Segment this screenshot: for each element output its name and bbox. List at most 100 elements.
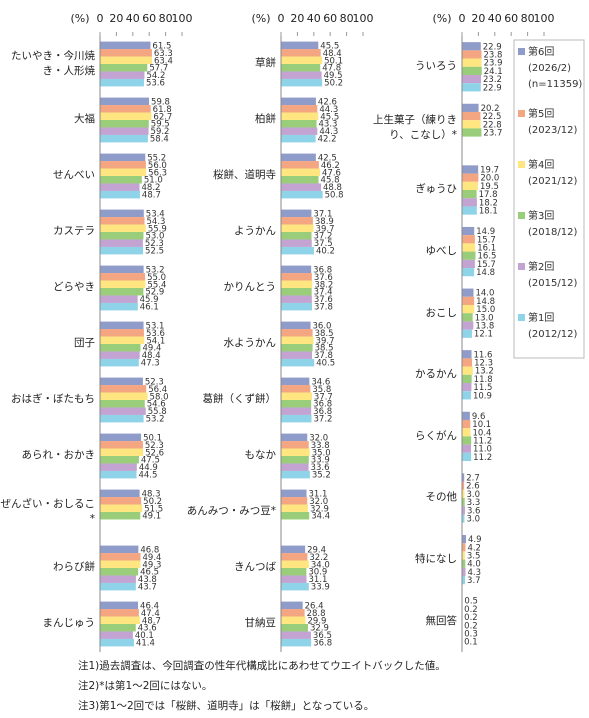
bar <box>281 407 312 415</box>
bar <box>281 624 308 632</box>
value-label: 15.7 <box>477 235 496 245</box>
value-label: 16.5 <box>478 252 497 262</box>
value-label: 47.3 <box>141 359 160 369</box>
value-label: 3.6 <box>467 506 481 516</box>
bar <box>281 190 323 199</box>
category-label: 草餅 <box>255 57 276 70</box>
value-label: 49.3 <box>142 560 161 570</box>
value-label: 35.0 <box>312 448 331 458</box>
bar <box>462 42 481 51</box>
value-label: 34.6 <box>311 377 330 387</box>
category-label: 団子 <box>74 337 95 350</box>
bar <box>281 302 312 311</box>
value-label: 11.5 <box>473 383 492 393</box>
value-label: 0.3 <box>464 630 478 640</box>
value-label: 62.7 <box>153 112 172 122</box>
bar <box>281 56 323 64</box>
value-label: 20.2 <box>481 104 500 114</box>
bar <box>281 489 307 498</box>
value-label: 54.6 <box>147 400 166 410</box>
bar <box>100 407 146 415</box>
value-label: 53.1 <box>146 321 165 331</box>
bar <box>100 609 139 617</box>
value-label: 9.6 <box>472 412 486 422</box>
value-label: 58.0 <box>150 392 169 402</box>
category-label-box: ういろう <box>415 60 457 72</box>
bar <box>281 217 313 225</box>
value-label: 43.6 <box>138 624 157 634</box>
legend-box <box>513 39 585 359</box>
bar <box>281 512 310 520</box>
legend-period: (2023/12) <box>528 125 577 136</box>
legend-name: 第3回 <box>528 209 554 222</box>
value-label: 45.5 <box>320 41 339 51</box>
value-label: 4.2 <box>467 543 481 553</box>
value-label: 55.0 <box>147 273 166 283</box>
bar <box>281 351 312 359</box>
category-label: ぎゅうひ <box>415 183 457 196</box>
bar <box>462 329 472 338</box>
value-label: 51.0 <box>144 176 163 186</box>
bar <box>281 601 303 610</box>
bar <box>100 456 139 464</box>
value-label: 32.9 <box>310 504 329 514</box>
category-label-box: 水ようかん <box>224 337 277 349</box>
bar <box>462 103 479 112</box>
bar <box>281 168 321 176</box>
bar <box>462 576 466 585</box>
bar <box>462 181 478 190</box>
bar <box>462 489 465 498</box>
value-label: 46.4 <box>140 601 159 611</box>
category-label: 無回答 <box>425 614 458 627</box>
bar <box>462 268 475 277</box>
value-label: 14.8 <box>476 297 495 307</box>
bar <box>462 452 472 462</box>
bar <box>462 120 481 129</box>
value-label: 14.9 <box>476 227 495 237</box>
value-label: 37.8 <box>314 303 333 313</box>
value-label: 50.2 <box>324 79 343 89</box>
bar <box>100 385 147 393</box>
category-label: 葛餅（くず餅） <box>202 393 277 406</box>
value-label: 53.6 <box>146 329 165 339</box>
note: 注2)*は第1～2回にはない。 <box>78 679 212 692</box>
value-label: 52.5 <box>145 247 164 257</box>
bar <box>281 273 312 281</box>
bar <box>281 224 314 232</box>
legend-period: (2018/12) <box>528 227 577 238</box>
bar <box>462 50 482 59</box>
bar <box>100 497 142 505</box>
bar <box>100 321 144 330</box>
value-label: 44.5 <box>138 471 157 481</box>
bar <box>100 49 152 57</box>
value-label: 42.5 <box>318 153 337 163</box>
bar <box>462 428 471 437</box>
note: 注1)過去調査は、今回調査の性年代構成比にあわせてウエイトバックした値。 <box>78 659 446 672</box>
value-label: 13.8 <box>475 322 494 332</box>
value-label: 37.7 <box>314 392 333 402</box>
value-label: 36.8 <box>313 265 332 275</box>
value-label: 16.1 <box>477 243 496 253</box>
bar <box>100 624 136 632</box>
value-label: 47.5 <box>141 456 160 466</box>
bar <box>100 601 139 610</box>
value-label: 18.2 <box>479 198 498 208</box>
bar <box>100 120 149 128</box>
bar <box>100 489 140 498</box>
category-label: かるかん <box>415 368 457 381</box>
bar <box>281 470 310 479</box>
x-tick-label: 40 <box>307 12 321 25</box>
category-label-box: あられ・おかき <box>22 449 96 461</box>
bar <box>462 506 465 515</box>
value-label: 39.7 <box>316 336 335 346</box>
value-label: 53.2 <box>146 265 165 275</box>
category-label-box: 葛餅（くず餅） <box>202 393 277 406</box>
bar <box>462 251 476 260</box>
value-label: 0.2 <box>464 621 478 631</box>
category-label-box: きんつば <box>234 561 276 573</box>
value-label: 47.8 <box>322 64 341 74</box>
category-label-box: 桜餅、道明寺 <box>213 169 276 181</box>
bar <box>100 377 143 386</box>
bar <box>462 514 465 523</box>
category-label-box: 上生菓子（練りきり、こなし）* <box>373 114 457 141</box>
